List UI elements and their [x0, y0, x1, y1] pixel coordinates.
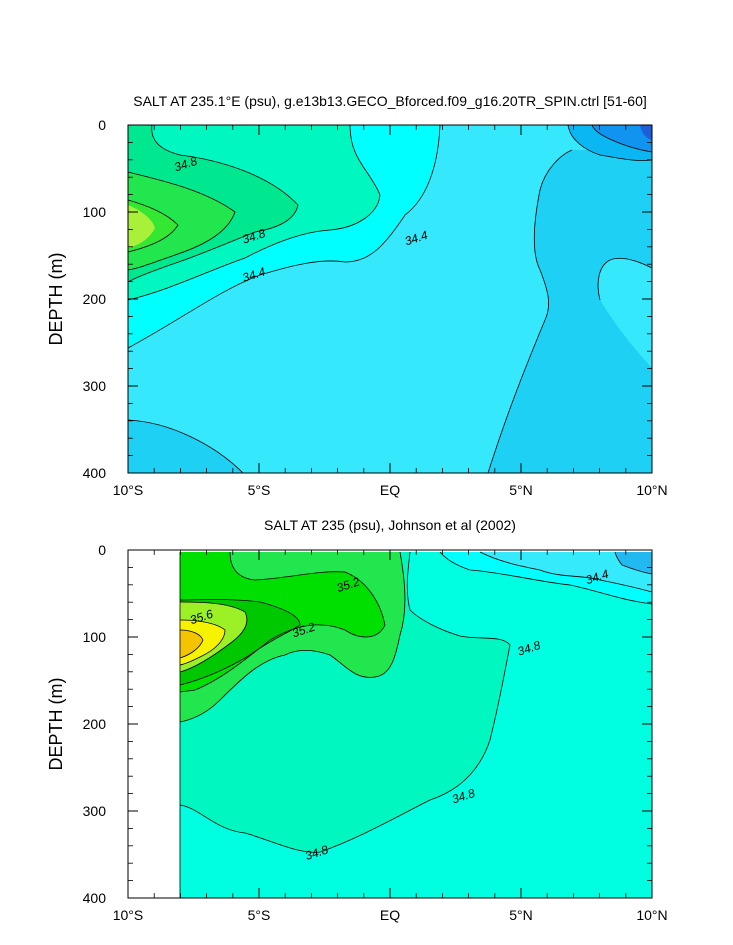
- x-tick-label: 5°N: [509, 482, 533, 498]
- panel-2-title: SALT AT 235 (psu), Johnson et al (2002): [264, 517, 516, 533]
- x-tick-label: 5°N: [509, 907, 533, 923]
- x-tick-label: 5°S: [248, 907, 271, 923]
- panel-2: SALT AT 235 (psu), Johnson et al (2002): [46, 517, 668, 923]
- fill-ne-2: [480, 552, 652, 592]
- contour-label: 35.2: [290, 620, 317, 641]
- y-tick-label: 200: [83, 716, 107, 732]
- panel-1-contour-fill: [128, 125, 652, 473]
- panel-2-axes: 10°S 5°S EQ 5°N 10°N 0 100 200 300 400: [83, 542, 668, 923]
- panel-2-contour-fill: [128, 550, 652, 898]
- fill-se: [180, 552, 652, 898]
- y-tick-label: 300: [83, 803, 107, 819]
- panel-1-contour-labels: 34.8 34.8 34.4 34.4: [172, 154, 429, 285]
- contour-label: 34.8: [240, 226, 267, 247]
- x-tick-label: 10°N: [636, 482, 667, 498]
- y-tick-label: 0: [98, 117, 106, 133]
- contour-label: 34.8: [172, 154, 199, 175]
- y-tick-label: 100: [83, 629, 107, 645]
- panel-2-contour-labels: 35.2 35.6 35.2 34.8 34.8 34.8 34.4: [188, 567, 610, 863]
- panel-1-axes: 10°S 5°S EQ 5°N 10°N 0 100 200 300 400: [83, 117, 668, 498]
- y-tick-label: 0: [98, 542, 106, 558]
- contour-label: 34.4: [240, 264, 267, 285]
- y-tick-label: 100: [83, 204, 107, 220]
- y-tick-label: 300: [83, 378, 107, 394]
- fill-tongue-5: [128, 205, 155, 248]
- fill-tongue-6: [180, 630, 203, 658]
- y-tick-label: 400: [83, 890, 107, 906]
- panel-1-ylabel: DEPTH (m): [46, 253, 66, 346]
- y-tick-label: 200: [83, 291, 107, 307]
- contour-label: 34.4: [584, 567, 611, 588]
- fill-ne-3: [640, 125, 652, 140]
- contour-label: 35.2: [335, 574, 362, 595]
- contour-label: 34.8: [450, 786, 477, 807]
- panel-1: SALT AT 235.1°E (psu), g.e13b13.GECO_Bfo…: [46, 93, 668, 498]
- x-tick-label: EQ: [380, 907, 400, 923]
- fill-sw: [128, 420, 243, 473]
- y-tick-label: 400: [83, 465, 107, 481]
- x-tick-label: EQ: [380, 482, 400, 498]
- fill-east: [488, 150, 652, 473]
- contour-label: 34.8: [516, 638, 543, 659]
- panel-1-title: SALT AT 235.1°E (psu), g.e13b13.GECO_Bfo…: [133, 93, 647, 109]
- fill-ne-2: [592, 125, 652, 152]
- fill-east-pocket: [598, 258, 652, 368]
- panel-1-contour-lines: [128, 125, 652, 473]
- fill-tongue-3: [128, 172, 235, 270]
- contour-label: 34.4: [403, 228, 430, 249]
- x-tick-label: 5°S: [248, 482, 271, 498]
- fill-ne-3: [615, 552, 652, 574]
- panel-2-contour-lines: [179, 551, 652, 898]
- x-tick-label: 10°S: [113, 482, 144, 498]
- panel-2-ylabel: DEPTH (m): [46, 678, 66, 771]
- contour-label: 35.6: [188, 607, 215, 628]
- contour-label: 34.8: [303, 842, 330, 863]
- x-tick-label: 10°S: [113, 907, 144, 923]
- x-tick-label: 10°N: [636, 907, 667, 923]
